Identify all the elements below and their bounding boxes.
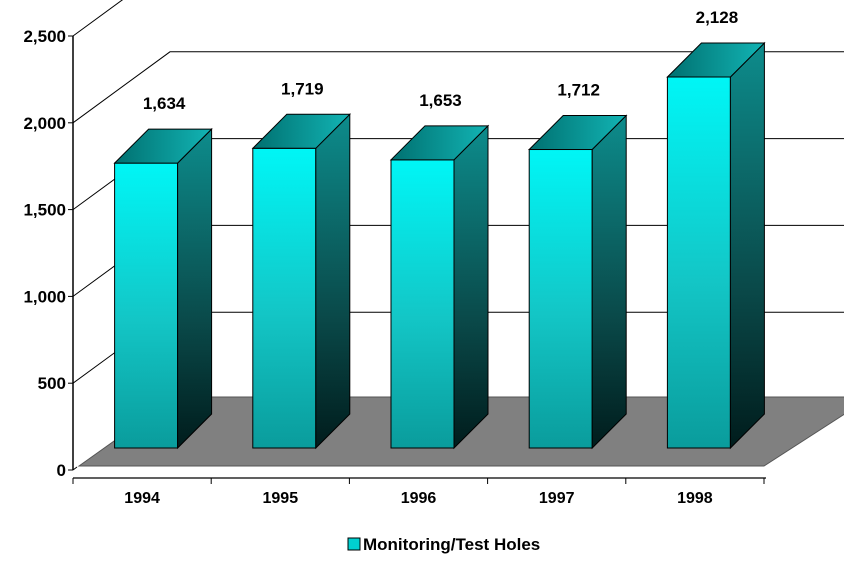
data-label-1998: 2,128	[696, 8, 739, 27]
bar-side	[315, 113, 351, 450]
gridline	[72, 0, 124, 37]
bar-side	[729, 41, 765, 450]
axes: 0 500 1,000 1,500 2,000 2,500 1994 1995 1996 1997…	[23, 27, 766, 507]
bar-side	[177, 127, 213, 450]
data-labels: 1,634 1,719 1,653 1,712 2,128	[143, 8, 738, 113]
x-category-label: 1995	[263, 490, 299, 507]
y-axis-floor-edge	[72, 466, 78, 471]
bars	[113, 41, 766, 450]
bar-1994	[113, 127, 213, 450]
bar-top	[389, 125, 490, 161]
bar-front	[666, 76, 731, 449]
y-tick-label: 1,500	[23, 201, 66, 220]
bar-front	[390, 159, 455, 449]
y-tick-label: 1,000	[23, 287, 66, 306]
legend-swatch	[347, 537, 361, 551]
y-tick-label: 2,500	[23, 27, 66, 46]
bar-side	[453, 124, 489, 450]
bar-front	[114, 162, 179, 449]
gridline	[72, 51, 844, 124]
bar-top	[666, 42, 766, 78]
bar-front	[528, 149, 593, 449]
bar-top	[527, 115, 628, 151]
y-tick-label: 500	[38, 374, 66, 393]
bar-top	[113, 128, 213, 164]
data-label-1994: 1,634	[143, 94, 186, 113]
y-tick-label: 2,000	[23, 114, 66, 133]
bar-top	[251, 113, 352, 149]
legend: Monitoring/Test Holes	[347, 535, 540, 554]
x-category-label: 1997	[539, 490, 575, 507]
bar-1998	[666, 41, 766, 450]
y-tick-label: 0	[57, 461, 66, 480]
bar-1995	[251, 113, 352, 450]
bar-1997	[527, 114, 628, 450]
bar-side	[591, 114, 627, 450]
data-label-1996: 1,653	[419, 91, 462, 110]
legend-label: Monitoring/Test Holes	[363, 535, 540, 554]
bar-1996	[389, 124, 490, 450]
bar-front	[252, 147, 317, 449]
x-category-label: 1998	[677, 490, 713, 507]
data-label-1997: 1,712	[557, 81, 600, 100]
x-category-label: 1996	[401, 490, 437, 507]
x-category-label: 1994	[124, 490, 160, 507]
data-label-1995: 1,719	[281, 79, 324, 98]
